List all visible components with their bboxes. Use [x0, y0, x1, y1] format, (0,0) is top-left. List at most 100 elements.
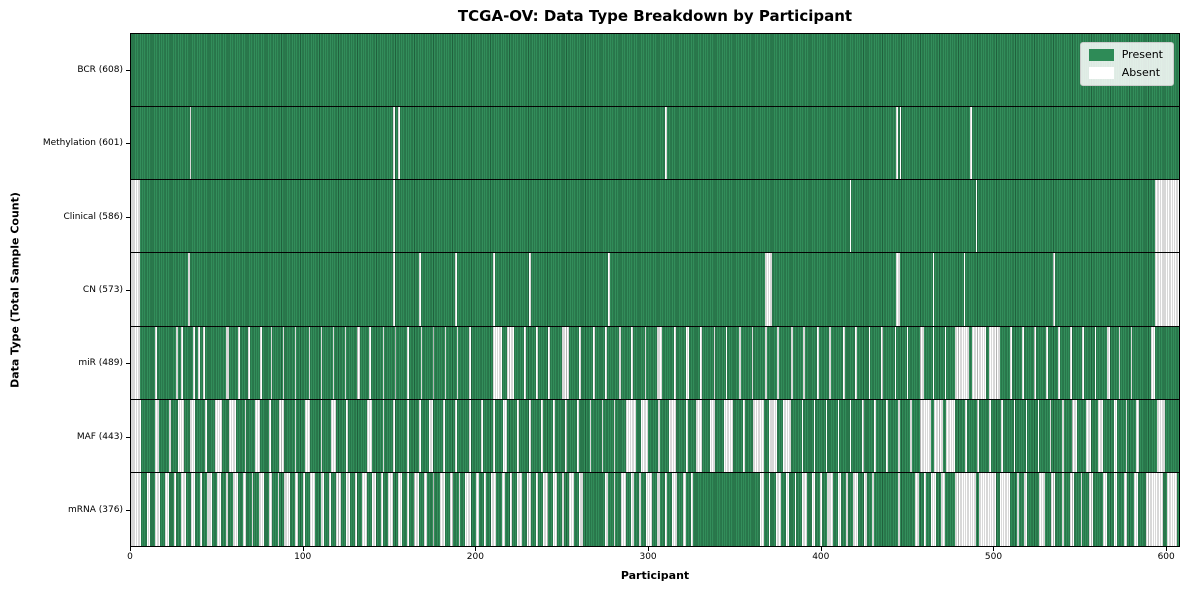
absent-stripe — [131, 326, 140, 399]
absent-stripe — [320, 399, 323, 472]
x-axis-label: Participant — [620, 569, 690, 582]
absent-stripe — [989, 326, 1000, 399]
absent-stripe — [541, 399, 543, 472]
absent-stripe — [944, 326, 947, 399]
absent-stripe — [432, 326, 435, 399]
absent-stripe — [801, 399, 804, 472]
absent-stripe — [665, 107, 668, 180]
heatmap-row-mRNA — [131, 472, 1179, 546]
heatmap-row-miR — [131, 326, 1179, 400]
absent-stripe — [1106, 326, 1111, 399]
absent-stripe — [199, 472, 202, 546]
absent-stripe — [484, 472, 487, 546]
heatmap-row-MAF — [131, 399, 1179, 473]
absent-stripe — [406, 399, 409, 472]
absent-stripe — [372, 472, 376, 546]
x-tick-label: 0 — [127, 552, 133, 562]
absent-stripe — [198, 326, 200, 399]
absent-stripe — [189, 107, 192, 180]
legend-label: Present — [1121, 48, 1163, 61]
absent-stripe — [873, 399, 876, 472]
absent-stripe — [155, 326, 157, 399]
absent-stripe — [548, 326, 550, 399]
absent-stripe — [393, 180, 395, 253]
absent-stripe — [270, 326, 273, 399]
absent-stripe — [930, 472, 936, 546]
absent-stripe — [1001, 399, 1004, 472]
legend-label: Absent — [1121, 66, 1161, 79]
absent-stripe — [813, 399, 816, 472]
absent-stripe — [768, 399, 778, 472]
absent-stripe — [1166, 472, 1178, 546]
absent-stripe — [237, 326, 240, 399]
absent-stripe — [613, 472, 616, 546]
absent-stripe — [503, 399, 507, 472]
absent-stripe — [465, 472, 471, 546]
absent-stripe — [751, 326, 754, 399]
absent-stripe — [492, 326, 502, 399]
absent-stripe — [646, 472, 652, 546]
heatmap-row-CN — [131, 253, 1179, 327]
chart-title: TCGA-OV: Data Type Breakdown by Particip… — [457, 7, 853, 25]
absent-stripe — [846, 472, 849, 546]
y-tick-mark — [126, 217, 130, 218]
absent-stripe — [656, 326, 662, 399]
absent-stripe — [1113, 399, 1117, 472]
absent-stripe — [768, 472, 771, 546]
absent-stripe — [782, 399, 792, 472]
absent-stripe — [817, 326, 819, 399]
absent-stripe — [279, 399, 285, 472]
absent-stripe — [696, 399, 702, 472]
y-tick-label: mRNA (376) — [68, 505, 123, 516]
absent-stripe — [501, 472, 506, 546]
absent-stripe — [393, 107, 395, 180]
absent-stripe — [492, 399, 495, 472]
absent-stripe — [229, 399, 237, 472]
absent-stripe — [251, 472, 254, 546]
absent-stripe — [894, 326, 897, 399]
absent-stripe — [268, 399, 271, 472]
absent-stripe — [468, 399, 471, 472]
absent-stripe — [146, 472, 150, 546]
absent-stripe — [1103, 472, 1107, 546]
heatmap-row-Methylation — [131, 107, 1179, 181]
absent-stripe — [205, 399, 207, 472]
absent-stripe — [529, 399, 531, 472]
absent-stripe — [605, 326, 607, 399]
absent-stripe — [1061, 472, 1064, 546]
absent-stripe — [131, 399, 142, 472]
absent-stripe — [837, 399, 840, 472]
absent-stripe — [424, 472, 428, 546]
absent-stripe — [827, 472, 833, 546]
absent-stripe — [248, 326, 250, 399]
absent-stripe — [232, 472, 238, 546]
absent-stripe — [449, 472, 454, 546]
y-tick-mark — [126, 70, 130, 71]
x-tick-mark — [475, 547, 477, 551]
absent-stripe — [1023, 472, 1028, 546]
absent-stripe — [444, 326, 447, 399]
absent-stripe — [1154, 180, 1179, 253]
absent-stripe — [765, 326, 768, 399]
absent-stripe — [356, 326, 361, 399]
absent-stripe — [794, 472, 797, 546]
absent-stripe — [849, 399, 852, 472]
absent-stripe — [739, 326, 742, 399]
absent-stripe — [336, 472, 342, 546]
absent-stripe — [811, 472, 816, 546]
absent-stripe — [753, 399, 764, 472]
absent-stripe — [1085, 399, 1092, 472]
absent-stripe — [187, 253, 190, 326]
x-tick-mark — [820, 547, 822, 551]
y-tick-mark — [126, 363, 130, 364]
absent-stripe — [970, 107, 973, 180]
absent-stripe — [418, 253, 421, 326]
absent-stripe — [517, 399, 519, 472]
heatmap-row-BCR — [131, 34, 1179, 108]
absent-stripe — [861, 399, 864, 472]
absent-stripe — [854, 326, 857, 399]
absent-stripe — [1016, 472, 1019, 546]
absent-stripe — [398, 472, 402, 546]
absent-stripe — [577, 399, 580, 472]
absent-stripe — [277, 472, 280, 546]
